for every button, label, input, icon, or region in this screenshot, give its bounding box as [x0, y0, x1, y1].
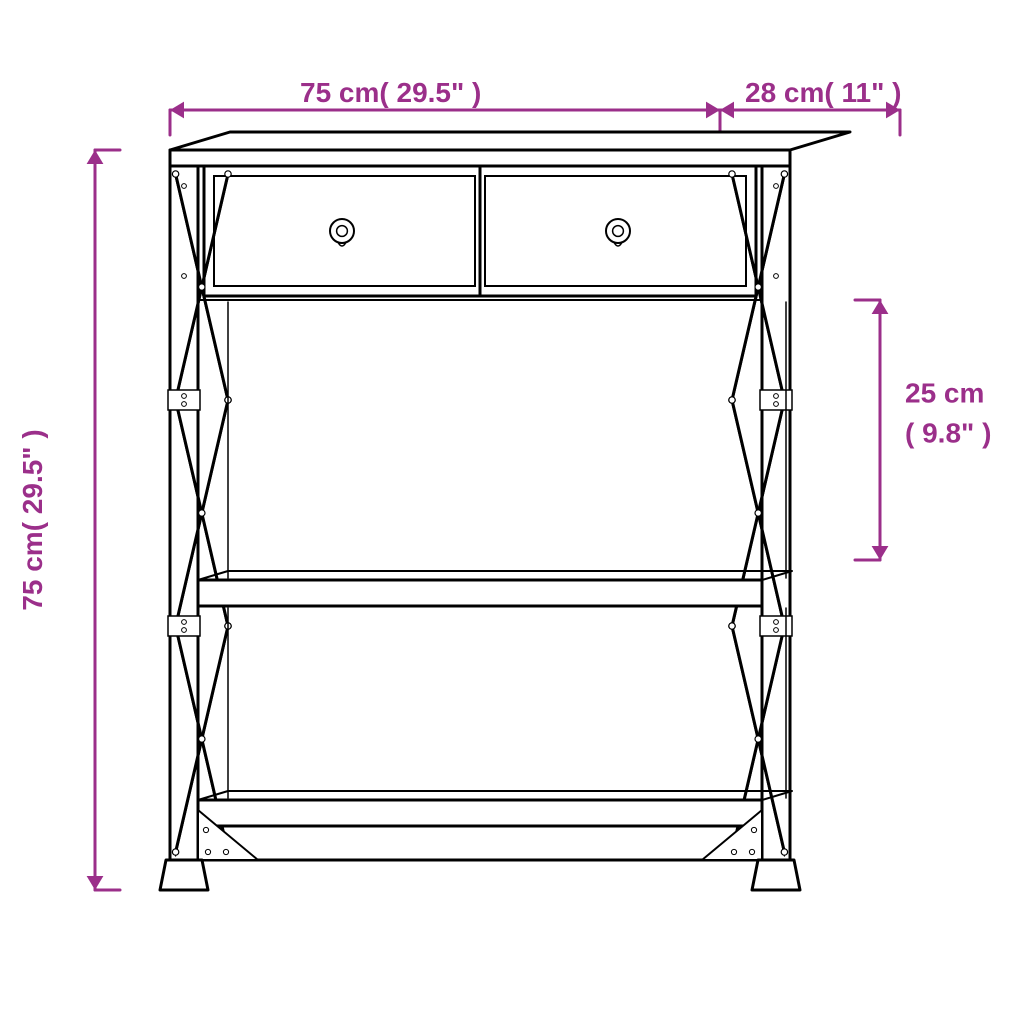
dim-width-label: 75 cm( 29.5" )	[300, 77, 481, 108]
dim-height-label: 75 cm( 29.5" )	[17, 429, 48, 610]
furniture-drawing	[160, 132, 850, 890]
dim-shelf-label-cm: 25 cm	[905, 377, 984, 408]
dim-shelf-label-in: ( 9.8" )	[905, 417, 991, 448]
dim-depth-label: 28 cm( 11" )	[745, 77, 902, 108]
